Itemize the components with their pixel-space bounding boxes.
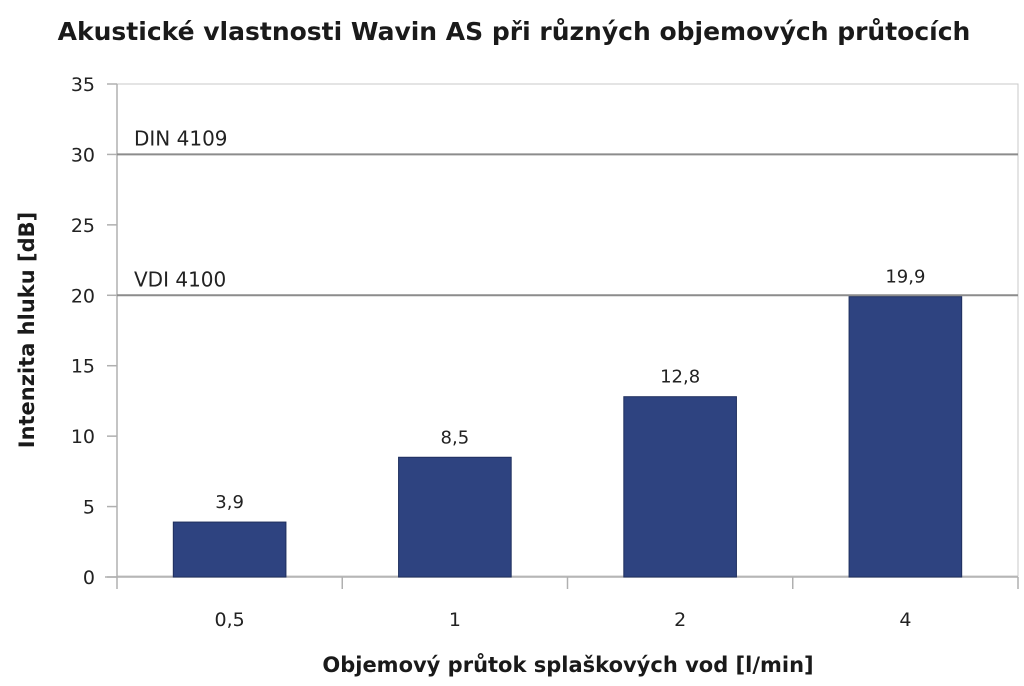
y-tick-label: 35 (71, 74, 95, 96)
plot-area: 0 5 10 15 20 25 30 35 0,5 1 2 4 DIN 4109 VDI 4100 3… (71, 74, 1019, 631)
bar-data-labels: 3,9 8,5 12,8 19,9 (215, 267, 925, 513)
y-tick-label: 5 (83, 497, 95, 519)
bar-data-label: 12,8 (660, 367, 700, 388)
bar (172, 521, 287, 578)
y-axis-ticks: 0 5 10 15 20 25 30 35 (71, 74, 117, 589)
x-axis-ticks: 0,5 1 2 4 (116, 577, 1019, 631)
y-tick-label: 30 (71, 144, 95, 166)
y-tick-label: 20 (71, 285, 95, 307)
bar-data-label: 19,9 (885, 267, 925, 288)
y-tick-label: 15 (71, 356, 95, 378)
bars (172, 296, 963, 578)
x-tick-label: 1 (449, 609, 461, 631)
chart-title: Akustické vlastnosti Wavin AS při různýc… (58, 17, 971, 46)
x-tick-label: 4 (899, 609, 911, 631)
bar (623, 396, 737, 578)
bar-data-label: 8,5 (441, 427, 470, 448)
x-axis-label: Objemový průtok splaškových vod [l/min] (322, 653, 813, 677)
x-tick-label: 0,5 (215, 609, 245, 631)
y-tick-label: 25 (71, 215, 95, 237)
bar (398, 456, 512, 578)
bar (848, 296, 963, 578)
bar-data-label: 3,9 (215, 492, 244, 513)
y-axis-label: Intenzita hluku [dB] (15, 212, 39, 449)
reference-lines: DIN 4109 VDI 4100 (117, 126, 1018, 297)
y-tick-label: 0 (83, 567, 95, 589)
reference-line-label: VDI 4100 (134, 267, 226, 291)
reference-line-label: DIN 4109 (134, 126, 228, 150)
x-tick-label: 2 (674, 609, 686, 631)
y-tick-label: 10 (71, 426, 95, 448)
